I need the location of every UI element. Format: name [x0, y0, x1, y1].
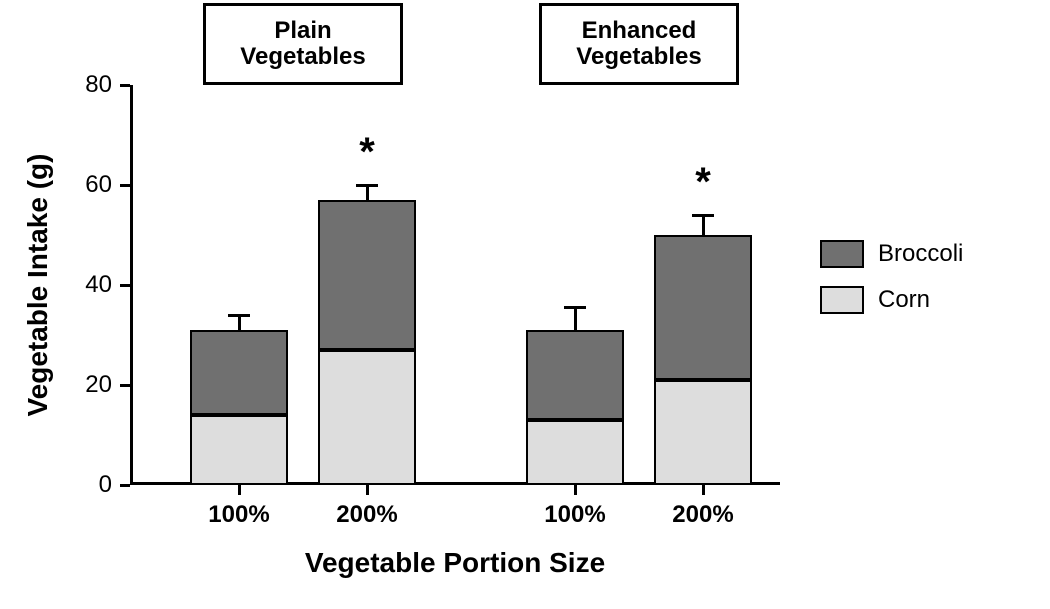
- y-tick: [120, 384, 130, 387]
- group-label-box: Plain Vegetables: [203, 3, 403, 85]
- bar-segment-broccoli: [190, 330, 288, 415]
- x-tick-label: 200%: [336, 501, 397, 529]
- legend-swatch: [820, 286, 864, 314]
- bar-segment-corn: [190, 415, 288, 485]
- bar-segment-broccoli: [526, 330, 624, 420]
- y-axis-label: Vegetable Intake (g): [22, 154, 54, 417]
- error-cap: [692, 214, 714, 217]
- legend-label: Broccoli: [878, 240, 963, 268]
- x-tick-label: 100%: [208, 501, 269, 529]
- x-axis-label: Vegetable Portion Size: [305, 547, 605, 579]
- error-cap: [228, 314, 250, 317]
- x-tick-label: 200%: [672, 501, 733, 529]
- y-tick-label: 20: [0, 371, 112, 399]
- y-tick: [120, 84, 130, 87]
- y-tick: [120, 184, 130, 187]
- y-tick: [120, 484, 130, 487]
- error-cap: [564, 306, 586, 309]
- x-tick: [238, 485, 241, 495]
- significance-marker: *: [359, 130, 375, 175]
- chart-stage: 0 20 40 60 80 Vegetable Intake (g) 100% * 200% 10…: [0, 0, 1050, 609]
- legend: Broccoli Corn: [820, 240, 963, 332]
- y-tick: [120, 284, 130, 287]
- y-tick-label: 80: [0, 71, 112, 99]
- x-tick: [366, 485, 369, 495]
- x-tick-label: 100%: [544, 501, 605, 529]
- significance-marker: *: [695, 160, 711, 205]
- y-tick-label: 40: [0, 271, 112, 299]
- group-label-box: Enhanced Vegetables: [539, 3, 739, 85]
- error-bar: [574, 308, 577, 331]
- bar-segment-broccoli: [318, 200, 416, 350]
- y-axis: [130, 85, 133, 485]
- bar-segment-corn: [654, 380, 752, 485]
- error-bar: [366, 185, 369, 200]
- legend-item-broccoli: Broccoli: [820, 240, 963, 268]
- error-bar: [238, 315, 241, 330]
- legend-item-corn: Corn: [820, 286, 963, 314]
- x-tick: [702, 485, 705, 495]
- bar-segment-corn: [318, 350, 416, 485]
- bar-segment-broccoli: [654, 235, 752, 380]
- legend-swatch: [820, 240, 864, 268]
- bar-segment-corn: [526, 420, 624, 485]
- y-tick-label: 0: [0, 471, 112, 499]
- legend-label: Corn: [878, 286, 930, 314]
- error-bar: [702, 215, 705, 235]
- error-cap: [356, 184, 378, 187]
- x-tick: [574, 485, 577, 495]
- y-tick-label: 60: [0, 171, 112, 199]
